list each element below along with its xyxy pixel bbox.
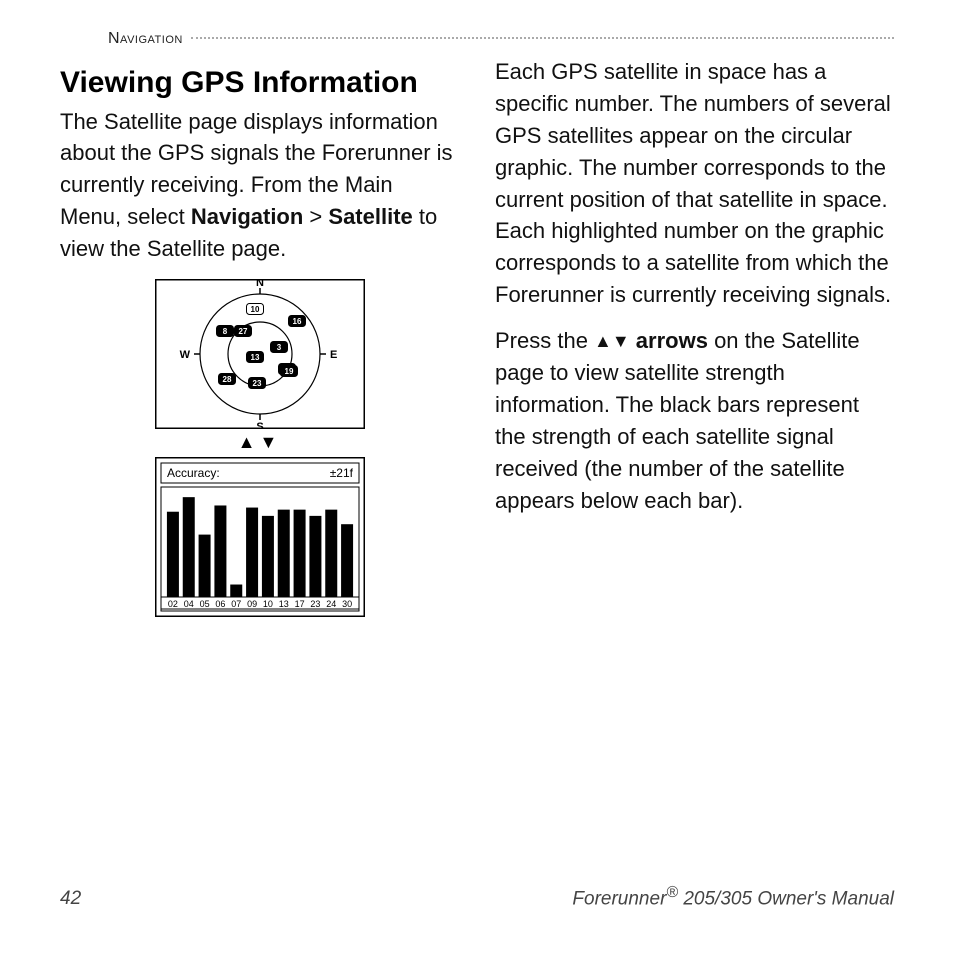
header-divider [191,37,894,39]
svg-text:Accuracy:: Accuracy: [167,466,220,480]
arrows-bold: arrows [630,328,708,353]
manual-title: Forerunner® 205/305 Owner's Manual [572,884,894,910]
updown-arrows-icon: ▲▼ [238,433,282,451]
svg-text:10: 10 [262,599,272,609]
svg-text:27: 27 [238,327,247,336]
svg-text:3: 3 [276,343,281,352]
page-footer: 42 Forerunner® 205/305 Owner's Manual [60,884,894,910]
svg-text:24: 24 [326,599,336,609]
section-header: Navigation [60,30,191,48]
signal-bars-figure: Accuracy: ±21f 02 04 05 06 07 09 10 13 17 23 24 30 [155,457,365,617]
svg-text:17: 17 [294,599,304,609]
inline-arrows-icon: ▲▼ [594,331,630,351]
svg-text:04: 04 [183,599,193,609]
svg-text:05: 05 [199,599,209,609]
svg-text:23: 23 [252,379,261,388]
svg-text:N: N [256,279,264,289]
svg-text:07: 07 [231,599,241,609]
nav-menu-bold: Navigation [191,204,303,229]
svg-text:13: 13 [278,599,288,609]
p2-post: on the Satellite page to view satellite … [495,328,860,512]
svg-text:8: 8 [222,327,227,336]
svg-text:13: 13 [250,353,259,362]
gt-sep: > [303,204,328,229]
svg-text:16: 16 [292,317,301,326]
svg-text:09: 09 [247,599,257,609]
svg-text:28: 28 [222,375,231,384]
registered-icon: ® [666,884,678,901]
right-paragraph-2: Press the ▲▼ arrows on the Satellite pag… [495,325,894,516]
right-column: Each GPS satellite in space has a specif… [495,56,894,617]
brand-name: Forerunner [572,888,666,909]
svg-text:02: 02 [167,599,177,609]
left-column: Viewing GPS Information The Satellite pa… [60,56,459,617]
svg-text:06: 06 [215,599,225,609]
svg-text:30: 30 [342,599,352,609]
page-number: 42 [60,888,81,910]
page-title: Viewing GPS Information [60,64,459,102]
svg-text:±21f: ±21f [329,466,353,480]
satellite-menu-bold: Satellite [328,204,412,229]
svg-text:S: S [256,421,263,429]
svg-text:23: 23 [310,599,320,609]
right-paragraph-1: Each GPS satellite in space has a specif… [495,56,894,311]
svg-text:W: W [179,349,190,361]
figure-block: NSWE108271613329192823 ▲▼ Accuracy:±21f0… [60,279,459,617]
p2-pre: Press the [495,328,594,353]
intro-paragraph: The Satellite page displays information … [60,106,459,265]
manual-rest: 205/305 Owner's Manual [678,888,894,909]
svg-text:E: E [330,349,337,361]
svg-text:19: 19 [284,367,293,376]
satellite-sky-figure: NSWE108271613329192823 [155,279,365,429]
svg-text:10: 10 [250,305,259,314]
